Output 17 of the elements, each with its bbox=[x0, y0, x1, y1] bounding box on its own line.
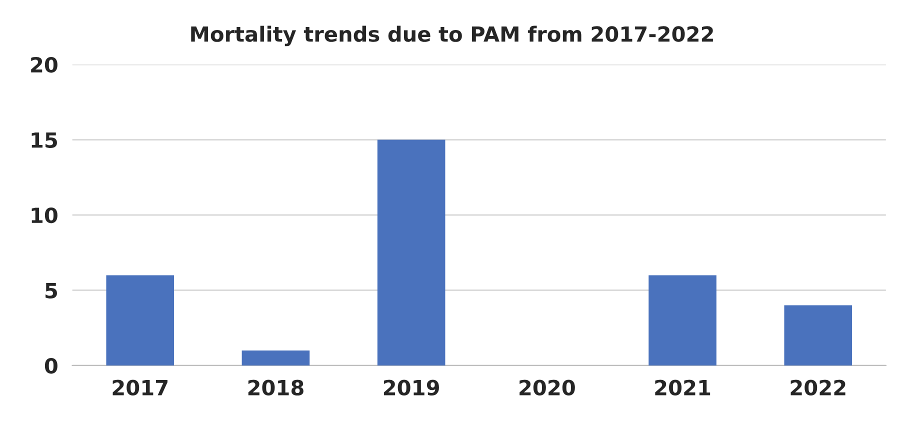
x-tick-label: 2021 bbox=[655, 380, 710, 396]
bar bbox=[242, 350, 310, 366]
y-tick-label: 10 bbox=[32, 207, 58, 224]
x-tick-label: 2019 bbox=[384, 380, 439, 396]
bar bbox=[784, 305, 852, 366]
x-tick-label: 2022 bbox=[790, 380, 846, 396]
bar bbox=[377, 140, 446, 366]
bar bbox=[106, 275, 174, 366]
y-tick-label: 5 bbox=[46, 282, 57, 298]
chart-title: Mortality trends due to PAM from 2017-2022 bbox=[191, 26, 713, 46]
y-tick-label: 20 bbox=[31, 56, 58, 73]
x-tick-label: 2018 bbox=[248, 380, 304, 396]
y-tick-label: 0 bbox=[44, 358, 58, 374]
x-tick-label: 2020 bbox=[520, 380, 575, 396]
bar bbox=[648, 275, 716, 366]
y-tick-label: 15 bbox=[32, 132, 57, 148]
x-tick-label: 2017 bbox=[112, 380, 168, 396]
